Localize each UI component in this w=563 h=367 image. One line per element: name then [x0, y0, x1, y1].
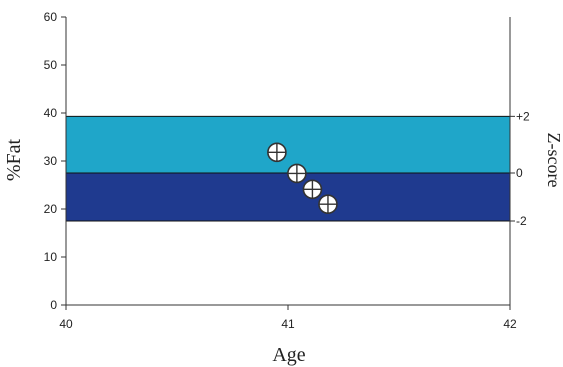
y-tick-label: 30	[44, 154, 58, 168]
z-tick-label: 0	[516, 166, 523, 180]
x-tick-label: 40	[59, 317, 73, 331]
y-axis-title: %Fat	[3, 138, 25, 181]
data-points	[267, 142, 338, 214]
data-point	[267, 142, 287, 163]
y-tick-label: 10	[44, 250, 58, 264]
y-tick-label: 60	[44, 10, 58, 24]
x-tick-label: 42	[503, 317, 517, 331]
data-point	[318, 194, 338, 214]
z-tick-label: +2	[516, 109, 530, 123]
y-tick-label: 0	[50, 298, 57, 312]
z-score-axis-title: Z-score	[544, 133, 563, 188]
x-axis-title: Age	[272, 344, 305, 366]
data-point	[302, 179, 323, 200]
z-tick-label: -2	[516, 214, 527, 228]
y-tick-label: 50	[44, 58, 58, 72]
reference-band-1	[65, 172, 511, 222]
data-point	[287, 163, 307, 184]
y-tick-label: 20	[44, 202, 58, 216]
y-tick-label: 40	[44, 106, 58, 120]
ticks: 0 10 20 30 40 50 60 40 41 42 +2 0 -2	[44, 10, 530, 331]
x-tick-label: 41	[281, 317, 295, 331]
reference-bands	[65, 115, 511, 222]
reference-band-0	[65, 115, 511, 174]
